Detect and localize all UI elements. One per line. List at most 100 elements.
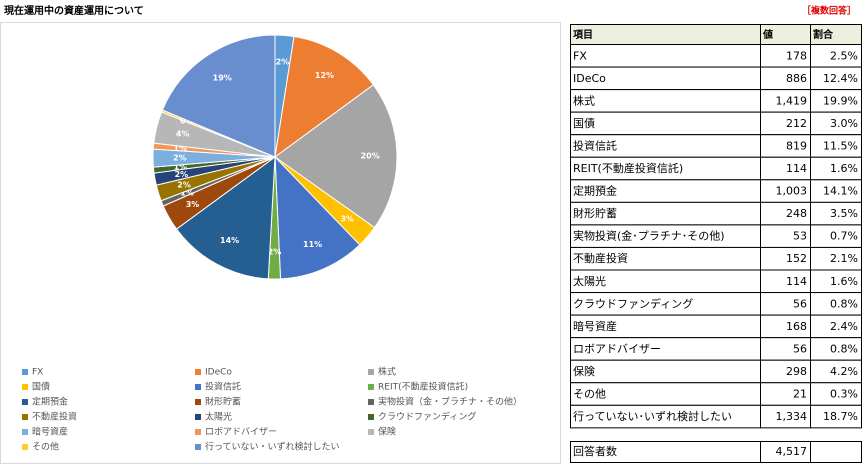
slice-label: 2%: [276, 58, 290, 67]
legend-label: 暗号資産: [32, 426, 68, 438]
legend-swatch: [195, 384, 201, 390]
table-cell-text: 財形貯蓄: [573, 206, 617, 220]
table-cell-text: 114: [786, 275, 807, 288]
table-cell-text: 152: [786, 252, 807, 265]
legend-label: 株式: [378, 366, 396, 378]
table-cell-text: 国債: [573, 116, 595, 130]
table-cell-text: 保険: [573, 364, 595, 378]
table-cell-text: 定期預金: [573, 184, 617, 198]
legend-swatch: [195, 399, 201, 405]
pie-slice: [274, 84, 398, 229]
table-cell-text: 3.0%: [830, 117, 858, 130]
table-cell: [810, 441, 862, 463]
table-cell-text: 4.2%: [830, 365, 858, 378]
table-cell: [570, 24, 761, 45]
slice-label: 1%: [180, 189, 194, 198]
table-cell-text: 11.5%: [823, 139, 858, 152]
table-cell-text: 2.4%: [830, 320, 858, 333]
table-cell-text: 1.6%: [830, 162, 858, 175]
table-cell-text: 178: [786, 49, 807, 62]
table-cell-text: IDeCo: [573, 72, 606, 85]
legend-label: 太陽光: [205, 411, 232, 423]
table-cell-text: 0.8%: [830, 297, 858, 310]
table-cell-text: 1.6%: [830, 275, 858, 288]
pie-slice: [274, 155, 361, 280]
legend-swatch: [195, 369, 201, 375]
table-header: 値: [762, 28, 773, 41]
pie-slice: [161, 34, 276, 158]
table-cell-text: 18.7%: [823, 410, 858, 423]
legend-swatch: [368, 384, 374, 390]
table-cell-text: 0.3%: [830, 388, 858, 401]
table-cell: [570, 359, 761, 384]
table-cell-text: 212: [786, 117, 807, 130]
slice-label: 2%: [268, 248, 282, 257]
table-cell-text: 不動産投資: [573, 251, 628, 265]
slice-label: 14%: [220, 236, 239, 245]
legend-swatch: [368, 369, 374, 375]
table-cell-text: 1,334: [776, 410, 808, 423]
table-cell-text: 168: [786, 320, 807, 333]
table-cell-text: REIT(不動産投資信託): [573, 161, 683, 175]
legend-swatch: [368, 399, 374, 405]
table-header: 項目: [573, 29, 593, 41]
table-cell-text: 14.1%: [823, 185, 858, 198]
table-cell-text: 248: [786, 207, 807, 220]
table-cell-text: 0.8%: [830, 342, 858, 355]
table-cell-text: クラウドファンディング: [573, 296, 693, 310]
note: ［複数回答］: [802, 5, 856, 17]
table-cell-text: 21: [793, 388, 807, 401]
legend-label: 実物投資（金・プラチナ・その他）: [378, 396, 522, 408]
slice-label: 3%: [340, 215, 354, 224]
table-cell-text: 1,003: [776, 185, 808, 198]
table-cell-text: 53: [793, 230, 807, 243]
legend-label: REIT(不動産投資信託): [378, 381, 468, 393]
table-cell-text: 12.4%: [823, 72, 858, 85]
legend-label: その他: [32, 441, 59, 453]
table-header: 割合: [813, 28, 834, 41]
legend-swatch: [195, 414, 201, 420]
table-cell-text: 行っていない･いずれ検討したい: [573, 409, 732, 423]
legend-label: 財形貯蓄: [205, 396, 241, 408]
table-cell-text: 114: [786, 162, 807, 175]
legend-label: IDeCo: [205, 368, 232, 378]
slice-label: 12%: [315, 71, 334, 80]
legend-label: 保険: [378, 426, 396, 438]
footer-text: 4,517: [776, 445, 808, 458]
slice-label: 3%: [186, 200, 200, 209]
table-cell-text: 886: [786, 72, 807, 85]
slice-label: 2%: [177, 181, 191, 190]
legend-label: FX: [32, 368, 43, 378]
table-cell-text: 298: [786, 365, 807, 378]
legend-swatch: [22, 414, 28, 420]
legend-label: 投資信託: [205, 381, 241, 393]
table-cell-text: 2.5%: [830, 49, 858, 62]
table-cell-text: 56: [793, 342, 807, 355]
table-cell-text: 暗号資産: [573, 319, 617, 333]
legend-swatch: [22, 369, 28, 375]
legend-swatch: [195, 429, 201, 435]
legend-swatch: [22, 399, 28, 405]
table-cell-text: 2.1%: [830, 252, 858, 265]
legend-label: ロボアドバイザー: [205, 427, 277, 438]
table-cell-text: 投資信託: [573, 138, 617, 152]
legend-swatch: [195, 444, 201, 450]
legend-label: 行っていない・いずれ検討したい: [205, 441, 340, 453]
table-cell: [570, 111, 761, 136]
legend-label: 国債: [32, 381, 50, 393]
legend-label: クラウドファンディング: [378, 411, 476, 423]
legend-swatch: [368, 429, 374, 435]
table-cell: [570, 89, 761, 113]
table-cell-text: ロボアドバイザー: [573, 342, 661, 355]
table-cell-text: 株式: [573, 93, 595, 107]
table-cell-text: 実物投資(金･プラチナ･その他): [573, 229, 725, 243]
table-cell-text: 56: [793, 297, 807, 310]
table-cell-text: 0.7%: [830, 230, 858, 243]
title: 現在運用中の資産運用について: [4, 4, 144, 17]
legend-swatch: [22, 444, 28, 450]
slice-label: 20%: [361, 152, 380, 161]
pie-slice: [175, 155, 276, 280]
table-cell-text: 819: [786, 139, 807, 152]
pie-slice: [274, 35, 375, 159]
